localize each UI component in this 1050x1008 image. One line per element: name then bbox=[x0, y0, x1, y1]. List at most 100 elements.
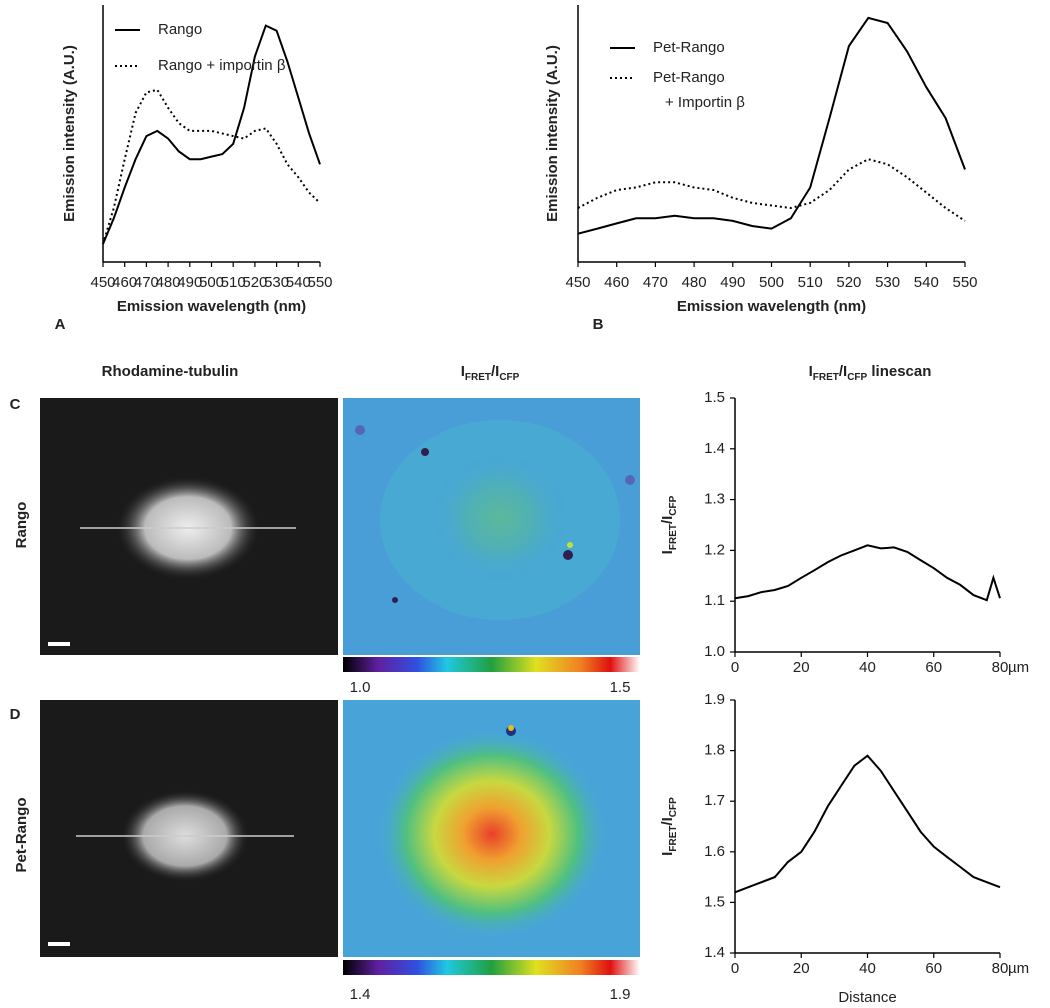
x-tick-label: 550 bbox=[952, 274, 977, 291]
x-tick-label: 460 bbox=[604, 274, 629, 291]
legend-label: Rango bbox=[158, 21, 202, 38]
y-tick-label: 1.3 bbox=[704, 491, 725, 508]
y-tick-label: 1.4 bbox=[704, 944, 725, 961]
x-tick-label: 530 bbox=[875, 274, 900, 291]
row-label: Rango bbox=[13, 502, 30, 549]
x-tick-label: 480 bbox=[682, 274, 707, 291]
y-axis-label: IFRET/ICFP bbox=[659, 495, 679, 554]
x-tick-label: 60 bbox=[925, 659, 942, 676]
x-tick-label: 60 bbox=[925, 960, 942, 977]
x-tick-label: 540 bbox=[914, 274, 939, 291]
x-tick-label: 510 bbox=[798, 274, 823, 291]
x-tick-label: 450 bbox=[90, 274, 115, 291]
x-tick-label: 520 bbox=[836, 274, 861, 291]
x-tick-label: 470 bbox=[134, 274, 159, 291]
colorbar-d bbox=[343, 960, 640, 975]
series-line bbox=[577, 16, 966, 235]
row-label: Pet-Rango bbox=[13, 798, 30, 873]
x-tick-label: 510 bbox=[221, 274, 246, 291]
colorbar-label: 1.4 bbox=[350, 986, 371, 1003]
column-title: IFRET/ICFP linescan bbox=[809, 363, 932, 383]
x-tick-label: 0 bbox=[731, 659, 739, 676]
y-tick-label: 1.9 bbox=[704, 691, 725, 708]
x-axis-label: Distance bbox=[838, 989, 896, 1006]
x-tick-label: 490 bbox=[720, 274, 745, 291]
series-line bbox=[734, 754, 1001, 894]
panel-label: C bbox=[10, 396, 21, 413]
x-tick-label: 480 bbox=[156, 274, 181, 291]
series-line bbox=[102, 24, 321, 245]
legend-line: Pet-Rango bbox=[653, 69, 725, 86]
series-line bbox=[577, 158, 966, 222]
image-rhodamine-c bbox=[40, 398, 338, 655]
y-tick-label: 1.8 bbox=[704, 742, 725, 759]
y-tick-label: 1.7 bbox=[704, 792, 725, 809]
x-unit: µm bbox=[1008, 960, 1029, 977]
label-part: I bbox=[659, 852, 676, 856]
colorbar-c bbox=[343, 657, 640, 672]
label-part: /I bbox=[491, 363, 499, 380]
image-rhodamine-d bbox=[40, 700, 338, 957]
legend-label: Rango + importin β bbox=[158, 57, 286, 74]
x-axis-label: Emission wavelength (nm) bbox=[677, 298, 866, 315]
subscript: CFP bbox=[499, 372, 519, 383]
x-tick-label: 450 bbox=[565, 274, 590, 291]
series-line bbox=[102, 88, 321, 245]
x-tick-label: 520 bbox=[242, 274, 267, 291]
x-tick-label: 490 bbox=[177, 274, 202, 291]
x-axis-label: Emission wavelength (nm) bbox=[117, 298, 306, 315]
legend-label: Pet-Rango bbox=[653, 39, 725, 56]
label-part: /I bbox=[659, 516, 676, 524]
label-part: I bbox=[461, 363, 465, 380]
y-tick-label: 1.5 bbox=[704, 389, 725, 406]
image-fret-c bbox=[343, 398, 640, 655]
x-tick-label: 530 bbox=[264, 274, 289, 291]
y-axis-label: Emission intensity (A.U.) bbox=[61, 45, 78, 222]
colorbar-label: 1.5 bbox=[610, 679, 631, 696]
x-tick-label: 0 bbox=[731, 960, 739, 977]
image-fret-d bbox=[343, 700, 640, 957]
x-tick-label: 40 bbox=[859, 659, 876, 676]
y-axis-label: Emission intensity (A.U.) bbox=[544, 45, 561, 222]
y-axis-label: IFRET/ICFP bbox=[659, 797, 679, 856]
x-tick-label: 20 bbox=[793, 960, 810, 977]
subscript: FRET bbox=[668, 524, 679, 550]
y-tick-label: 1.5 bbox=[704, 893, 725, 910]
x-tick-label: 20 bbox=[793, 659, 810, 676]
series-line bbox=[734, 544, 1001, 602]
y-tick-label: 1.0 bbox=[704, 643, 725, 660]
x-unit: µm bbox=[1008, 659, 1029, 676]
x-tick-label: 470 bbox=[643, 274, 668, 291]
panel-label: B bbox=[593, 316, 604, 333]
label-part: Rhodamine-tubulin bbox=[102, 363, 239, 380]
label-part: linescan bbox=[867, 363, 931, 380]
panel-label: A bbox=[55, 316, 66, 333]
x-tick-label: 40 bbox=[859, 960, 876, 977]
subscript: FRET bbox=[813, 372, 839, 383]
label-part: I bbox=[809, 363, 813, 380]
x-tick-label: 460 bbox=[112, 274, 137, 291]
x-tick-label: 80 bbox=[992, 960, 1009, 977]
label-part: /I bbox=[659, 817, 676, 825]
column-title: Rhodamine-tubulin bbox=[102, 363, 239, 380]
subscript: FRET bbox=[465, 372, 491, 383]
legend-label: Pet-Rango + Importin β bbox=[653, 69, 745, 111]
colorbar-label: 1.0 bbox=[350, 679, 371, 696]
y-tick-label: 1.4 bbox=[704, 440, 725, 457]
panel-label: D bbox=[10, 706, 21, 723]
subscript: CFP bbox=[847, 372, 867, 383]
x-tick-label: 500 bbox=[759, 274, 784, 291]
legend-line: + Importin β bbox=[665, 94, 745, 111]
x-tick-label: 500 bbox=[199, 274, 224, 291]
subscript: CFP bbox=[668, 797, 679, 817]
y-tick-label: 1.6 bbox=[704, 843, 725, 860]
y-tick-label: 1.1 bbox=[704, 592, 725, 609]
label-part: I bbox=[659, 550, 676, 554]
subscript: CFP bbox=[668, 495, 679, 515]
x-tick-label: 550 bbox=[307, 274, 332, 291]
x-tick-label: 80 bbox=[992, 659, 1009, 676]
subscript: FRET bbox=[668, 826, 679, 852]
label-part: /I bbox=[839, 363, 847, 380]
colorbar-label: 1.9 bbox=[610, 986, 631, 1003]
